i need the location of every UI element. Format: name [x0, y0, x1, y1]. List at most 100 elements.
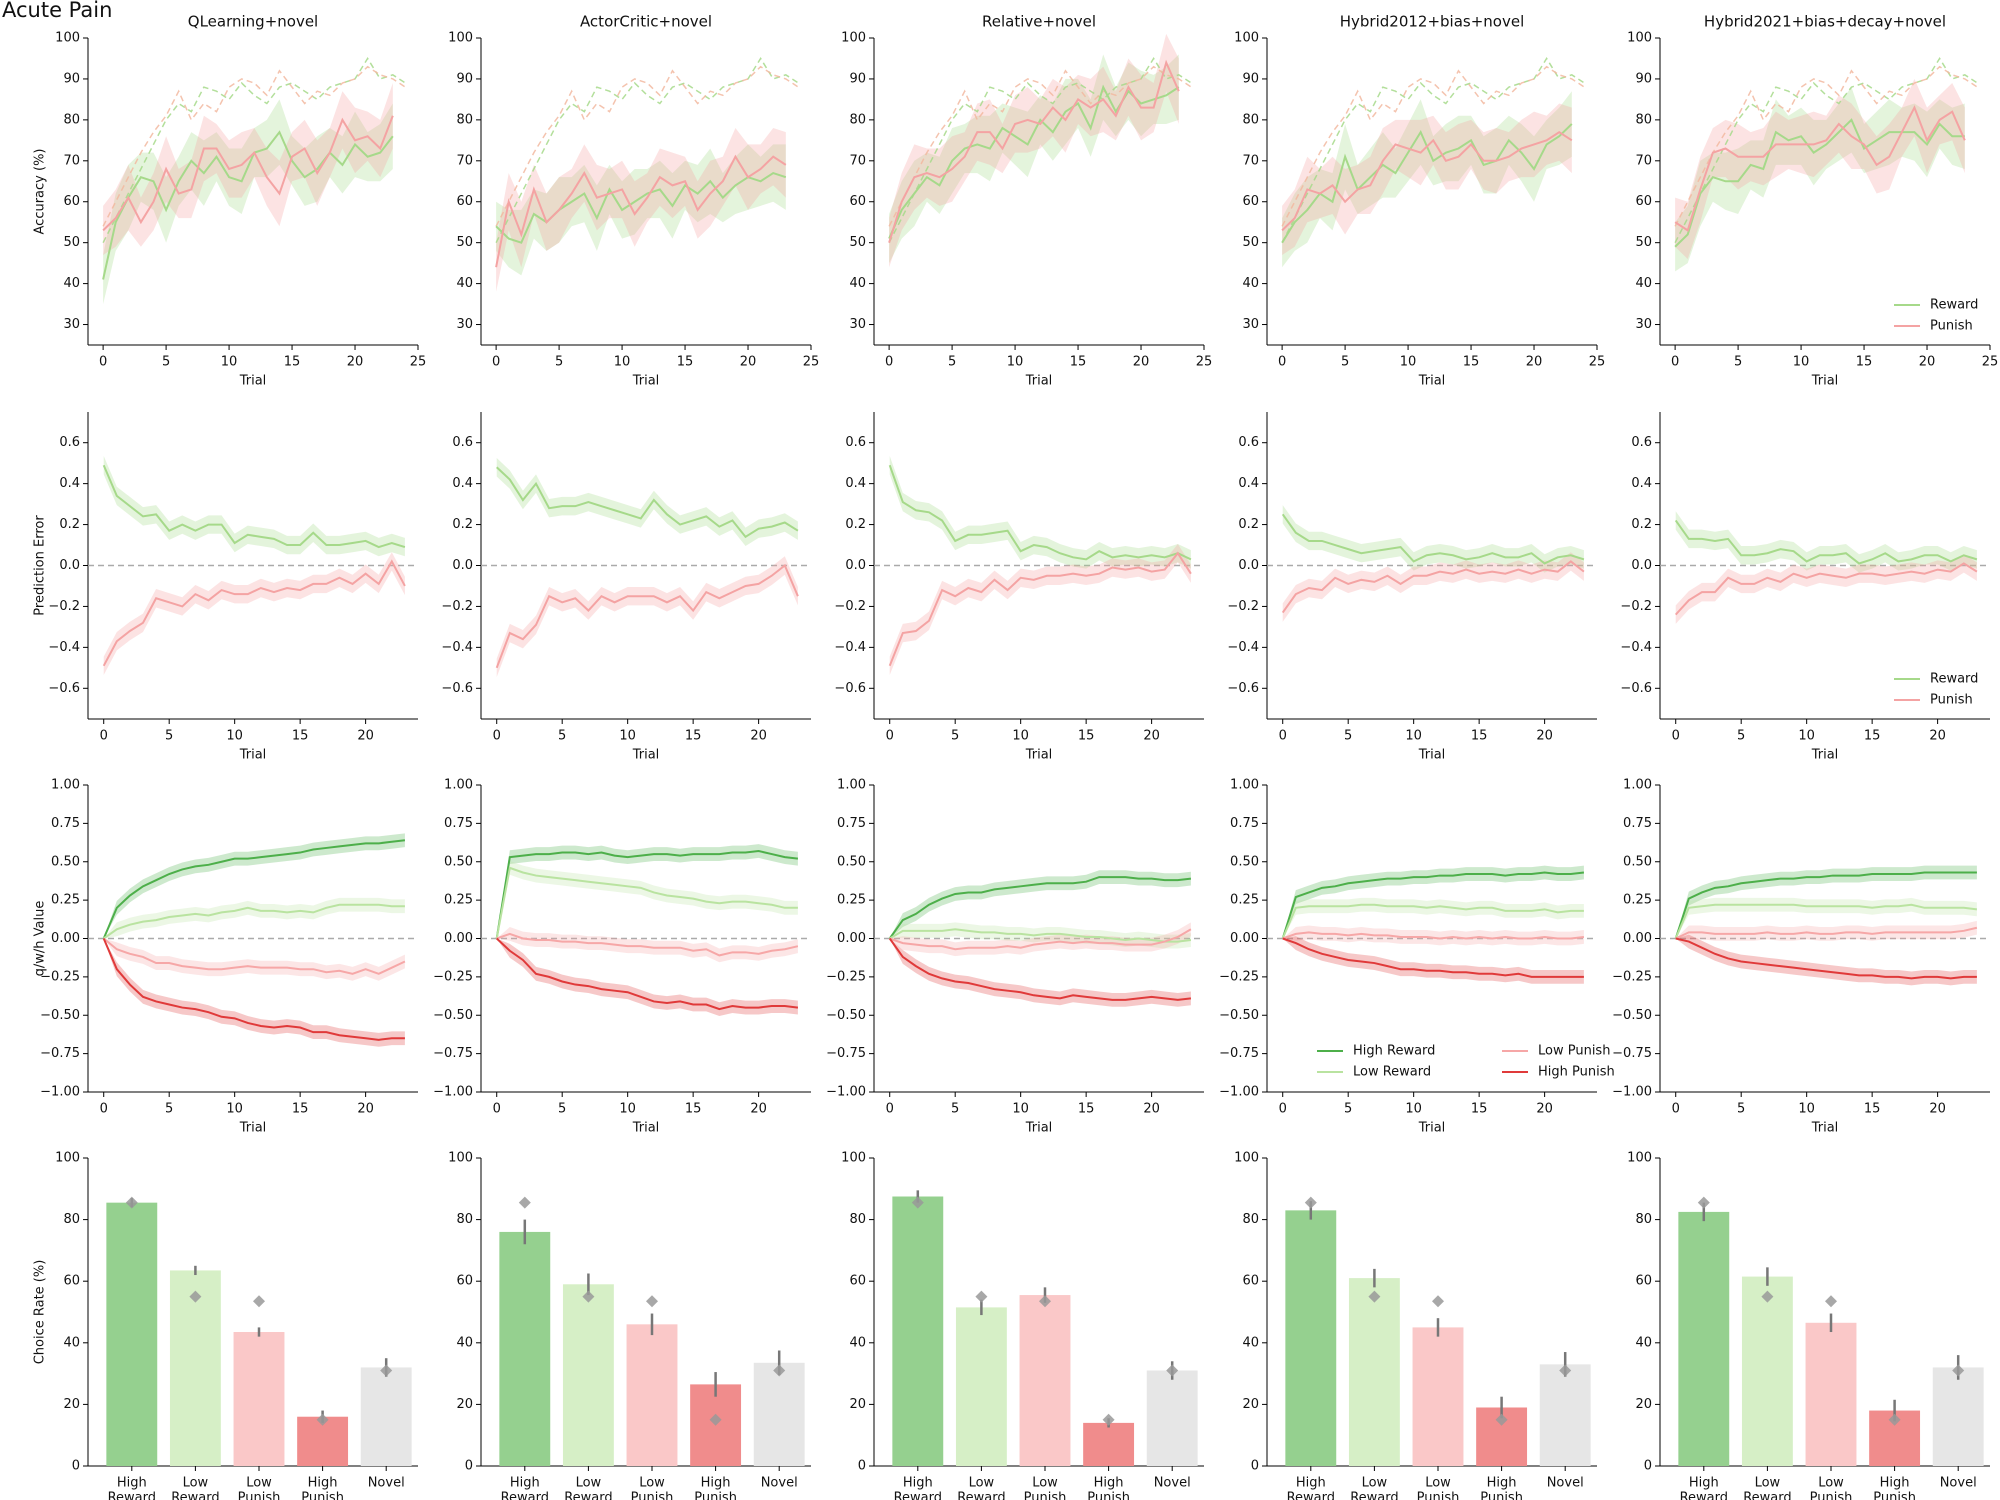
x-category-label: Low — [1425, 1476, 1451, 1491]
y-tick-label: 0.2 — [1238, 517, 1259, 532]
human-choice-marker — [1039, 1295, 1051, 1308]
x-tick-label: 20 — [1143, 1102, 1160, 1117]
column-title: Hybrid2021+bias+decay+novel — [1704, 13, 1946, 31]
y-tick-label: 80 — [849, 112, 866, 127]
y-tick-label: 1.00 — [444, 778, 473, 793]
x-category-label: Punish — [631, 1491, 674, 1500]
x-category-label: Punish — [1087, 1491, 1130, 1500]
reward-ci-band — [496, 144, 786, 276]
x-tick-label: 20 — [1929, 729, 1946, 744]
column-title: Hybrid2012+bias+novel — [1340, 13, 1525, 31]
high-punish-ci-band — [496, 938, 798, 1017]
low-punish-line — [496, 932, 799, 957]
low-punish-line — [1675, 926, 1978, 940]
y-tick-label: 0.50 — [837, 854, 866, 869]
x-tick-label: 10 — [1798, 729, 1815, 744]
x-tick-label: 25 — [1196, 355, 1213, 370]
human-choice-marker — [911, 1196, 924, 1209]
y-tick-label: 100 — [1627, 31, 1652, 46]
punish-line — [1281, 560, 1585, 614]
y-axis-label: Choice Rate (%) — [33, 1260, 48, 1365]
x-tick-label: 0 — [492, 355, 500, 370]
y-tick-label: 1.00 — [1230, 778, 1259, 793]
legend-entry: Punish — [1930, 319, 1973, 334]
y-tick-label: 100 — [1234, 1151, 1259, 1166]
y-tick-label: 100 — [448, 1151, 473, 1166]
x-tick-label: 15 — [292, 1102, 309, 1117]
y-tick-label: 70 — [63, 153, 80, 168]
legend-entry: Punish — [1930, 693, 1973, 708]
y-tick-label: 0.75 — [51, 816, 80, 831]
x-tick-label: 20 — [1536, 729, 1553, 744]
choice-rate-bar — [1019, 1295, 1071, 1466]
y-tick-label: 0.4 — [452, 476, 473, 491]
reward-line — [888, 84, 1180, 239]
y-tick-label: 1.00 — [1623, 778, 1652, 793]
human-choice-marker — [1495, 1413, 1508, 1426]
punish-line — [888, 59, 1180, 243]
y-tick-label: −0.75 — [40, 1046, 80, 1061]
reward-line — [102, 130, 394, 280]
low-reward-ci-band — [496, 860, 798, 939]
high-reward-ci-band — [889, 870, 1191, 939]
human-choice-marker — [189, 1290, 202, 1303]
y-tick-label: 80 — [1242, 1212, 1259, 1227]
y-tick-label: 60 — [456, 1274, 473, 1289]
y-tick-label: 0.6 — [845, 435, 866, 450]
high-reward-line — [1281, 871, 1585, 939]
choice-rate-bar — [1285, 1210, 1337, 1466]
x-category-label: High — [510, 1476, 540, 1491]
x-axis-label: Trial — [1418, 748, 1446, 763]
human-choice-marker — [773, 1364, 786, 1377]
reward-ci-band — [1675, 511, 1977, 573]
reward-line — [496, 466, 799, 539]
x-category-label: Punish — [238, 1491, 281, 1500]
x-tick-label: 0 — [100, 729, 108, 744]
x-axis-label: Trial — [1811, 1121, 1839, 1136]
y-tick-label: 100 — [1234, 31, 1259, 46]
y-tick-label: 60 — [63, 1274, 80, 1289]
x-tick-label: 20 — [750, 1102, 767, 1117]
x-category-label: Low — [246, 1476, 272, 1491]
human-choice-marker — [1304, 1196, 1317, 1209]
human-choice-marker — [1697, 1196, 1710, 1209]
x-category-label: Punish — [1810, 1491, 1853, 1500]
reward-line — [1674, 118, 1965, 248]
y-tick-label: 40 — [456, 1335, 473, 1350]
y-tick-label: 90 — [63, 71, 80, 86]
x-tick-label: 0 — [493, 729, 501, 744]
x-tick-label: 20 — [357, 1102, 374, 1117]
y-tick-label: −0.4 — [834, 640, 866, 655]
x-tick-label: 15 — [1471, 729, 1488, 744]
reward-ci-band — [889, 456, 1191, 569]
low-punish-ci-band — [496, 926, 798, 963]
x-category-label: High — [1094, 1476, 1124, 1491]
y-tick-label: 20 — [849, 1397, 866, 1412]
y-tick-label: 60 — [1635, 1274, 1652, 1289]
x-tick-label: 5 — [1734, 355, 1742, 370]
high-punish-line — [102, 938, 405, 1041]
punish-ci-band — [496, 556, 798, 678]
x-tick-label: 10 — [221, 355, 238, 370]
high-punish-ci-band — [889, 938, 1191, 1007]
x-tick-label: 20 — [1929, 1102, 1946, 1117]
x-tick-label: 10 — [1405, 729, 1422, 744]
reward-line — [102, 464, 406, 549]
y-tick-label: 60 — [849, 194, 866, 209]
human-choice-marker — [1166, 1364, 1179, 1377]
y-tick-label: −0.25 — [1219, 969, 1259, 984]
y-tick-label: 1.00 — [51, 778, 80, 793]
y-tick-label: −0.6 — [834, 681, 866, 696]
x-tick-label: 0 — [885, 355, 893, 370]
x-axis-label: Trial — [632, 1121, 660, 1136]
y-tick-label: 40 — [1635, 1335, 1652, 1350]
y-tick-label: 0.2 — [452, 517, 473, 532]
legend-entry: Reward — [1930, 672, 1978, 687]
x-tick-label: 20 — [1526, 355, 1543, 370]
x-tick-label: 20 — [1536, 1102, 1553, 1117]
reward-line — [1674, 519, 1978, 565]
y-tick-label: −0.2 — [1620, 599, 1652, 614]
y-tick-label: 0 — [1644, 1459, 1652, 1474]
x-category-label: Punish — [1024, 1491, 1067, 1500]
y-tick-label: 0.4 — [1238, 476, 1259, 491]
